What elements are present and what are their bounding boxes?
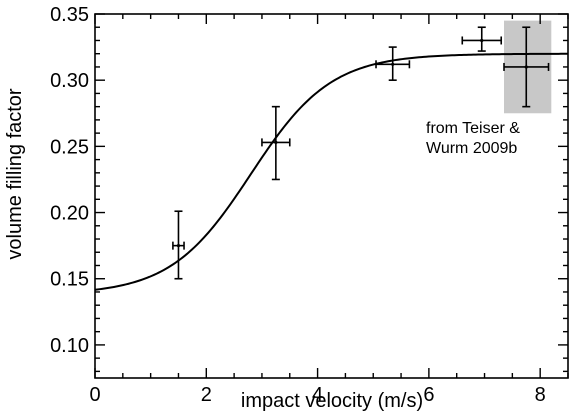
x-tick-label: 4	[312, 384, 323, 406]
data-point-4	[461, 26, 503, 52]
fit-curve	[94, 52, 568, 291]
x-tick-label: 0	[89, 384, 100, 406]
y-ticks-layer: 0.10 0.15 0.20 0.25 0.30 0.35	[50, 4, 568, 373]
x-tick-label: 6	[423, 384, 434, 406]
data-point-3	[375, 46, 411, 81]
y-tick-label: 0.20	[50, 203, 89, 225]
data-points-layer	[172, 26, 550, 280]
x-ticks-layer: 0 2 4 6 8	[89, 14, 569, 406]
data-point-2	[261, 105, 291, 181]
y-tick-label: 0.30	[50, 70, 89, 92]
plot-frame	[94, 13, 569, 379]
data-point-marker	[274, 140, 278, 144]
annotation-line-1: from Teiser &	[426, 120, 520, 137]
y-tick-label: 0.10	[50, 335, 89, 357]
y-tick-label: 0.35	[50, 4, 89, 26]
y-tick-label: 0.15	[50, 269, 89, 291]
data-point-marker	[480, 38, 484, 43]
x-tick-label: 8	[535, 384, 546, 406]
fit-curve-layer	[94, 52, 568, 291]
annotation-line-2: Wurm 2009b	[426, 140, 517, 157]
y-tick-label: 0.25	[50, 136, 89, 158]
data-point-marker	[524, 65, 528, 69]
x-tick-label: 2	[201, 384, 212, 406]
data-point-1	[172, 210, 185, 280]
data-point-5	[503, 26, 550, 108]
x-axis-title: impact velocity (m/s)	[241, 390, 423, 412]
data-point-marker	[391, 62, 395, 66]
plot-frame-layer	[94, 13, 569, 379]
y-axis-title: volume filling factor	[4, 88, 26, 260]
data-point-marker	[176, 244, 181, 248]
